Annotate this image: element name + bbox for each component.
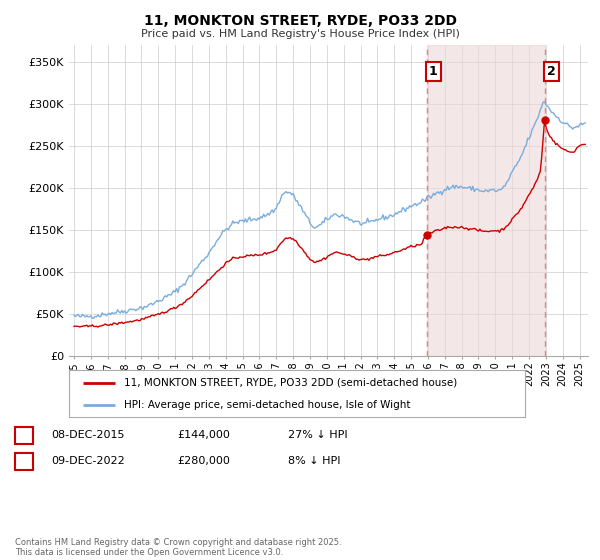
Text: £280,000: £280,000: [177, 456, 230, 466]
Text: HPI: Average price, semi-detached house, Isle of Wight: HPI: Average price, semi-detached house,…: [124, 400, 410, 410]
Text: 27% ↓ HPI: 27% ↓ HPI: [288, 430, 347, 440]
Text: 8% ↓ HPI: 8% ↓ HPI: [288, 456, 341, 466]
Text: 11, MONKTON STREET, RYDE, PO33 2DD: 11, MONKTON STREET, RYDE, PO33 2DD: [143, 14, 457, 28]
Text: 09-DEC-2022: 09-DEC-2022: [51, 456, 125, 466]
Text: 1: 1: [20, 430, 28, 440]
Text: Contains HM Land Registry data © Crown copyright and database right 2025.
This d: Contains HM Land Registry data © Crown c…: [15, 538, 341, 557]
Text: 2: 2: [20, 456, 28, 466]
Text: 08-DEC-2015: 08-DEC-2015: [51, 430, 125, 440]
Text: £144,000: £144,000: [177, 430, 230, 440]
Bar: [427, 45, 545, 356]
Text: 11, MONKTON STREET, RYDE, PO33 2DD (semi-detached house): 11, MONKTON STREET, RYDE, PO33 2DD (semi…: [124, 378, 457, 388]
Text: Price paid vs. HM Land Registry's House Price Index (HPI): Price paid vs. HM Land Registry's House …: [140, 29, 460, 39]
Text: 2: 2: [547, 65, 556, 78]
Text: 1: 1: [429, 65, 437, 78]
